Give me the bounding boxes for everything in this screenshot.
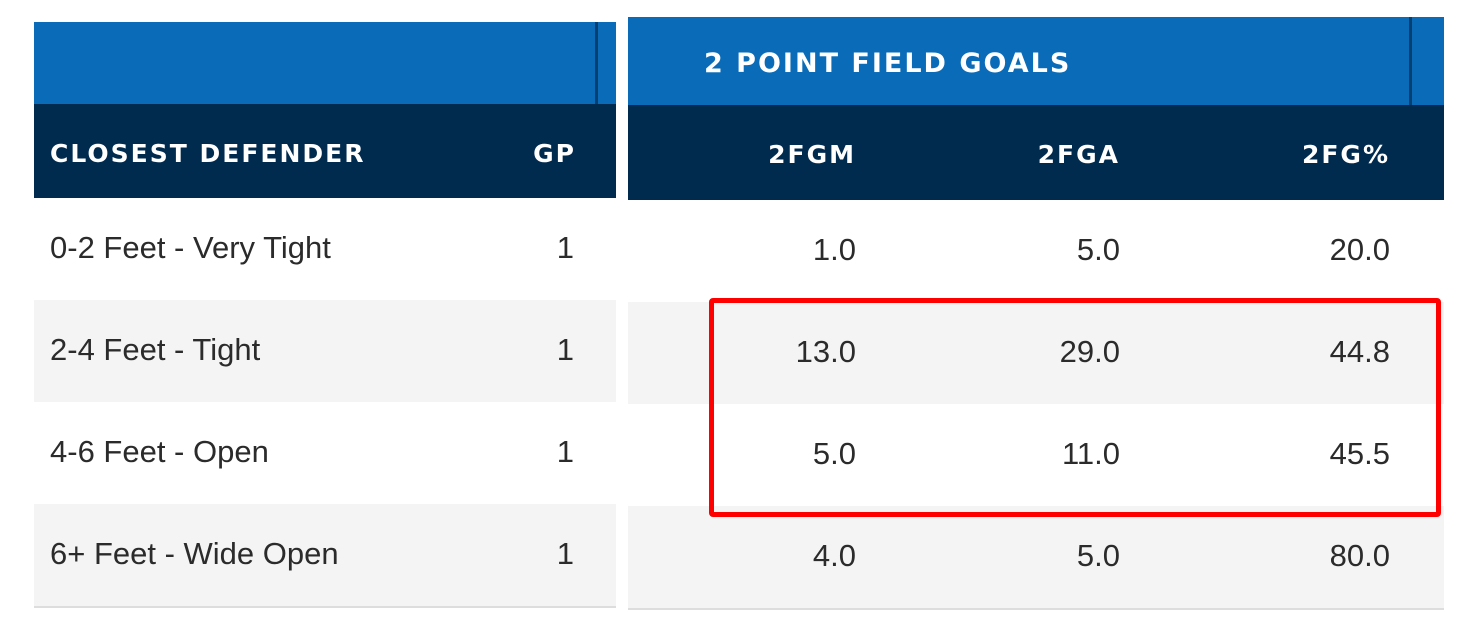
header-2fgm[interactable]: 2FGM xyxy=(768,140,856,169)
row-label: 6+ Feet - Wide Open xyxy=(50,536,339,571)
table-row: 13.0 29.0 44.8 xyxy=(628,302,1444,404)
row-2fgm: 13.0 xyxy=(795,334,856,369)
row-2fgm: 5.0 xyxy=(812,436,856,471)
row-2fg-pct: 80.0 xyxy=(1329,538,1390,573)
table-row: 6+ Feet - Wide Open 1 xyxy=(34,504,616,608)
table-row: 4.0 5.0 80.0 xyxy=(628,506,1444,610)
table-row: 4-6 Feet - Open 1 xyxy=(34,402,616,504)
row-label: 4-6 Feet - Open xyxy=(50,434,269,469)
table-row: 0-2 Feet - Very Tight 1 xyxy=(34,198,616,300)
column-divider xyxy=(1409,17,1412,105)
row-2fga: 29.0 xyxy=(1059,334,1120,369)
header-2fga[interactable]: 2FGA xyxy=(1037,140,1120,169)
right-group-band: 2 POINT FIELD GOALS xyxy=(628,17,1444,105)
left-table-panel: CLOSEST DEFENDER GP 0-2 Feet - Very Tigh… xyxy=(34,0,616,608)
table-row: 2-4 Feet - Tight 1 xyxy=(34,300,616,402)
row-2fgm: 1.0 xyxy=(812,232,856,267)
row-label: 2-4 Feet - Tight xyxy=(50,332,261,367)
header-gp[interactable]: GP xyxy=(533,139,576,168)
header-2fg-pct[interactable]: 2FG% xyxy=(1301,140,1390,169)
row-2fg-pct: 44.8 xyxy=(1329,334,1390,369)
table-row: 1.0 5.0 20.0 xyxy=(628,200,1444,302)
row-2fg-pct: 20.0 xyxy=(1329,232,1390,267)
row-2fg-pct: 45.5 xyxy=(1329,436,1390,471)
row-gp: 1 xyxy=(556,332,574,367)
group-header-2pt-fg: 2 POINT FIELD GOALS xyxy=(704,48,1072,79)
row-gp: 1 xyxy=(556,536,574,571)
left-group-band xyxy=(34,22,616,104)
left-header-row: CLOSEST DEFENDER GP xyxy=(34,104,616,198)
row-gp: 1 xyxy=(556,230,574,265)
row-2fga: 5.0 xyxy=(1076,232,1120,267)
right-table-panel: 2 POINT FIELD GOALS 2FGM 2FGA 2FG% 1.0 5… xyxy=(628,0,1444,610)
row-gp: 1 xyxy=(556,434,574,469)
table-row: 5.0 11.0 45.5 xyxy=(628,404,1444,506)
right-header-row: 2FGM 2FGA 2FG% xyxy=(628,105,1444,200)
column-divider xyxy=(595,22,598,104)
row-2fga: 5.0 xyxy=(1076,538,1120,573)
header-closest-defender[interactable]: CLOSEST DEFENDER xyxy=(50,139,366,168)
row-2fga: 11.0 xyxy=(1061,436,1120,471)
row-label: 0-2 Feet - Very Tight xyxy=(50,230,331,265)
row-2fgm: 4.0 xyxy=(812,538,856,573)
